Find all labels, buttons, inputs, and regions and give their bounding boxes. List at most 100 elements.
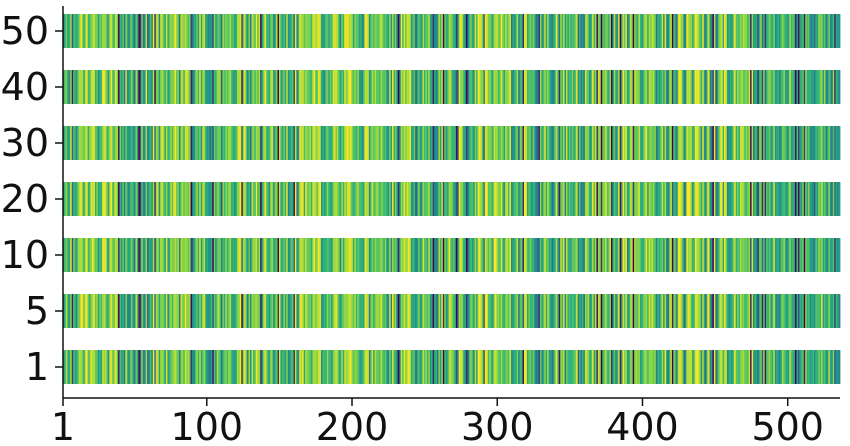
heatmap-cell (109, 182, 112, 216)
heatmap-cell (168, 182, 171, 216)
heatmap-cell (87, 238, 90, 272)
heatmap-cell (306, 126, 309, 160)
heatmap-cell (219, 238, 222, 272)
heatmap-cell (222, 238, 225, 272)
heatmap-cell (693, 182, 696, 216)
heatmap-cell (163, 14, 165, 48)
heatmap-cell (789, 294, 792, 328)
heatmap-cell (377, 350, 380, 384)
heatmap-cell (293, 14, 296, 48)
heatmap-cell (310, 238, 313, 272)
heatmap-cell (638, 182, 641, 216)
heatmap-cell (96, 238, 99, 272)
heatmap-cell (670, 126, 673, 160)
heatmap-cell (647, 294, 650, 328)
heatmap-cell (782, 238, 784, 272)
heatmap-cell (834, 14, 837, 48)
heatmap-cell (431, 238, 434, 272)
heatmap-cell (102, 294, 104, 328)
heatmap-cell (796, 70, 799, 104)
heatmap-cell (697, 70, 700, 104)
heatmap-cell (505, 182, 507, 216)
heatmap-cell (244, 70, 247, 104)
heatmap-cell (238, 182, 241, 216)
heatmap-cell (312, 14, 315, 48)
heatmap-cell (103, 350, 106, 384)
heatmap-cell (305, 126, 307, 160)
heatmap-cell (551, 126, 554, 160)
heatmap-cell (270, 182, 273, 216)
heatmap-cell (580, 182, 583, 216)
heatmap-cell (134, 238, 136, 272)
heatmap-cell (745, 182, 748, 216)
heatmap-cell (770, 350, 773, 384)
heatmap-cell (784, 70, 787, 104)
heatmap-cell (316, 14, 319, 48)
heatmap-cell (795, 238, 797, 272)
heatmap-cell (486, 350, 489, 384)
heatmap-cell (489, 70, 492, 104)
heatmap-cell (218, 350, 220, 384)
heatmap-cell (773, 294, 776, 328)
heatmap-cell (805, 238, 808, 272)
heatmap-cell (761, 70, 764, 104)
heatmap-cell (158, 70, 161, 104)
heatmap-cell (835, 14, 838, 48)
heatmap-cell (622, 238, 625, 272)
heatmap-cell (709, 126, 712, 160)
heatmap-cell (825, 126, 828, 160)
heatmap-cell (461, 14, 464, 48)
heatmap-cell (699, 350, 702, 384)
heatmap-cell (394, 14, 397, 48)
heatmap-cell (71, 14, 74, 48)
heatmap-cell (492, 350, 494, 384)
heatmap-cell (606, 294, 609, 328)
heatmap-cell (552, 126, 555, 160)
heatmap-cell (748, 294, 751, 328)
heatmap-cell (822, 126, 825, 160)
heatmap-cell (545, 126, 548, 160)
heatmap-cell (790, 350, 793, 384)
heatmap-cell (167, 14, 170, 48)
heatmap-cell (294, 14, 297, 48)
heatmap-cell (753, 238, 755, 272)
heatmap-cell (531, 182, 534, 216)
heatmap-cell (177, 70, 180, 104)
heatmap-cell (77, 14, 80, 48)
heatmap-cell (434, 238, 436, 272)
heatmap-cell (754, 70, 757, 104)
heatmap-cell (486, 238, 489, 272)
heatmap-cell (408, 126, 410, 160)
heatmap-cell (209, 294, 212, 328)
heatmap-cell (523, 14, 526, 48)
heatmap-cell (83, 126, 86, 160)
heatmap-cell (650, 238, 652, 272)
heatmap-cell (315, 350, 318, 384)
heatmap-cell (454, 182, 457, 216)
heatmap-cell (329, 70, 332, 104)
heatmap-cell (448, 70, 451, 104)
heatmap-cell (174, 70, 177, 104)
heatmap-cell (731, 126, 734, 160)
heatmap-cell (163, 238, 165, 272)
heatmap-cell (797, 238, 800, 272)
heatmap-cell (300, 126, 303, 160)
heatmap-cell (716, 70, 719, 104)
heatmap-cell (450, 182, 452, 216)
heatmap-cell (300, 238, 303, 272)
heatmap-cell (629, 14, 632, 48)
heatmap-cell (86, 126, 89, 160)
heatmap-cell (709, 350, 712, 384)
heatmap-cell (435, 126, 438, 160)
heatmap-cell (547, 126, 550, 160)
heatmap-cell (360, 238, 363, 272)
heatmap-cell (779, 294, 781, 328)
heatmap-cell (260, 70, 262, 104)
heatmap-cell (832, 238, 835, 272)
heatmap-cell (235, 238, 238, 272)
heatmap-cell (287, 182, 290, 216)
heatmap-cell (290, 70, 293, 104)
heatmap-cell (181, 350, 184, 384)
heatmap-cell (831, 126, 834, 160)
heatmap-cell (713, 294, 716, 328)
